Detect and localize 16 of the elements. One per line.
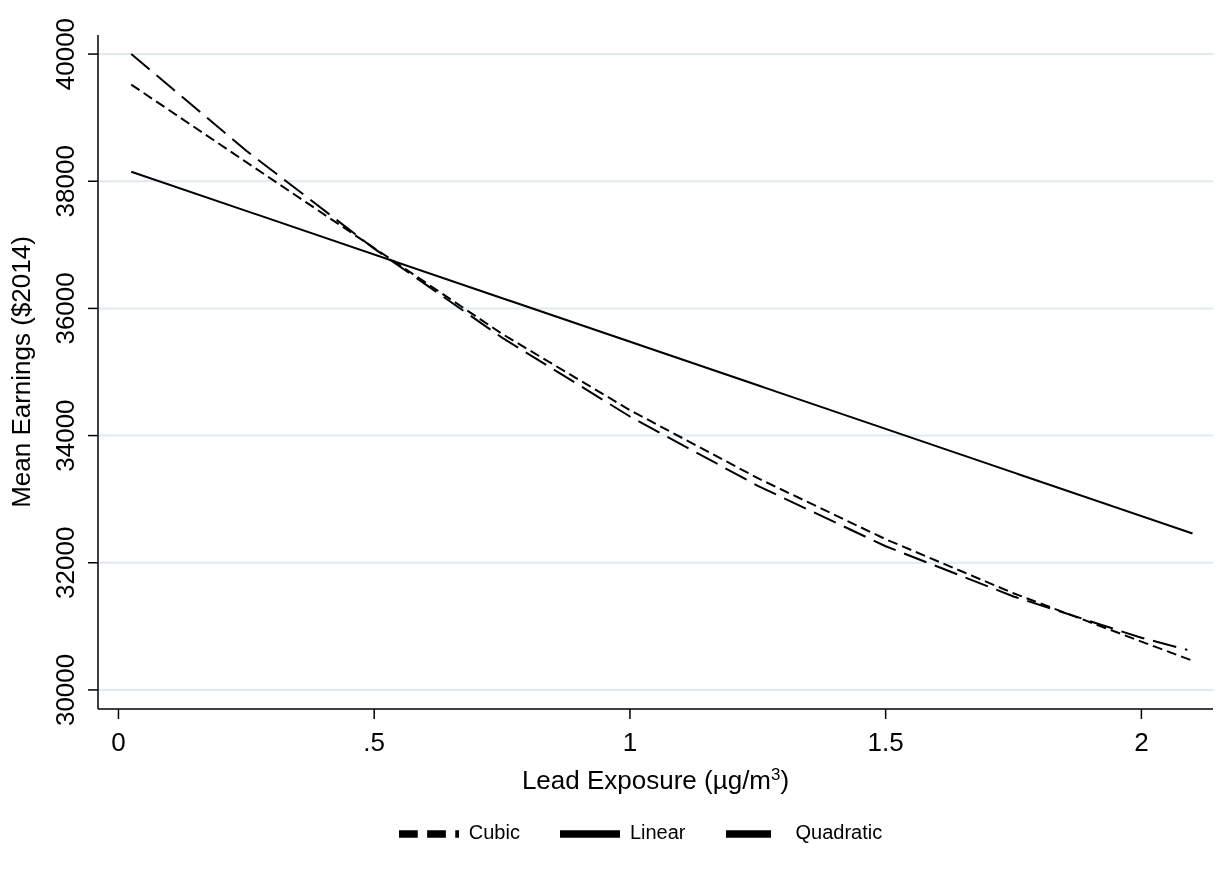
y-tick-label: 30000 (50, 653, 80, 727)
x-tick-label: 1.5 (867, 727, 904, 757)
legend-label: Linear (629, 821, 686, 844)
x-axis-title: Lead Exposure (µg/m$^{3}$) (521, 764, 790, 795)
y-tick-label: 36000 (50, 272, 80, 345)
y-tick-label: 32000 (50, 526, 80, 599)
y-axis-title: Mean Earnings ($2014) (6, 236, 36, 508)
legend-label: Cubic (468, 821, 520, 844)
y-tick-label: 40000 (50, 17, 80, 91)
legend-label: Quadratic (795, 821, 883, 844)
x-tick-label: 2 (1134, 727, 1149, 757)
x-tick-label: 0 (111, 727, 126, 757)
y-tick-label: 34000 (50, 399, 80, 472)
x-tick-label: 1 (622, 727, 638, 757)
x-tick-label: .5 (363, 727, 386, 757)
y-tick-label: 38000 (50, 145, 80, 218)
